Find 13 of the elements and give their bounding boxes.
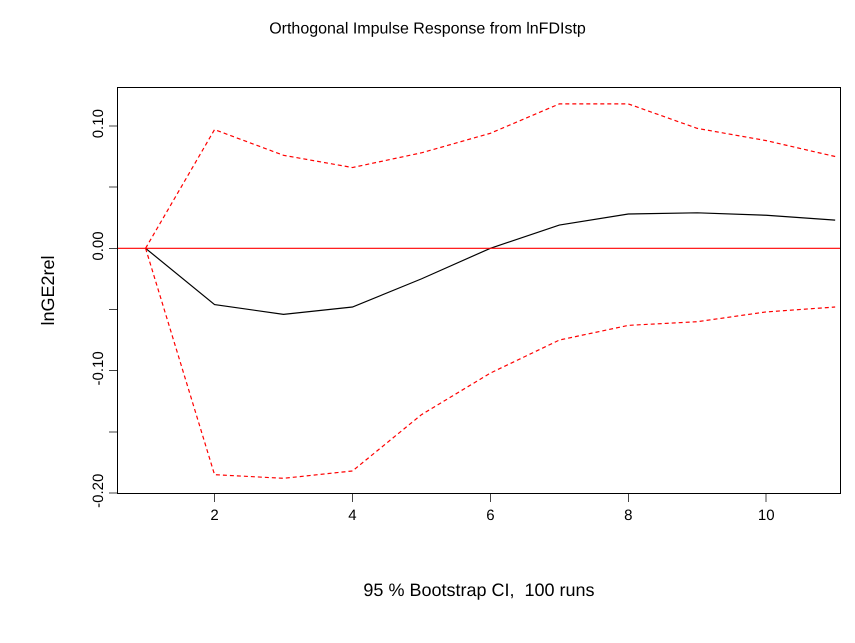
x-tick-label: 6 — [486, 507, 495, 524]
y-tick-label: -0.20 — [90, 474, 107, 508]
y-tick-label: -0.10 — [90, 351, 107, 386]
x-tick-label: 4 — [348, 507, 357, 524]
x-tick-label: 2 — [210, 507, 219, 524]
y-tick-label: 0.10 — [90, 109, 107, 138]
y-tick-label: 0.00 — [90, 231, 107, 261]
y-axis-title: lnGE2rel — [38, 255, 58, 326]
chart-title: Orthogonal Impulse Response from lnFDIstp — [269, 20, 586, 38]
x-axis-title: 95 % Bootstrap CI, 100 runs — [363, 580, 595, 600]
x-tick-label: 8 — [624, 507, 632, 524]
x-tick-label: 10 — [758, 507, 775, 524]
line-series — [144, 212, 836, 315]
